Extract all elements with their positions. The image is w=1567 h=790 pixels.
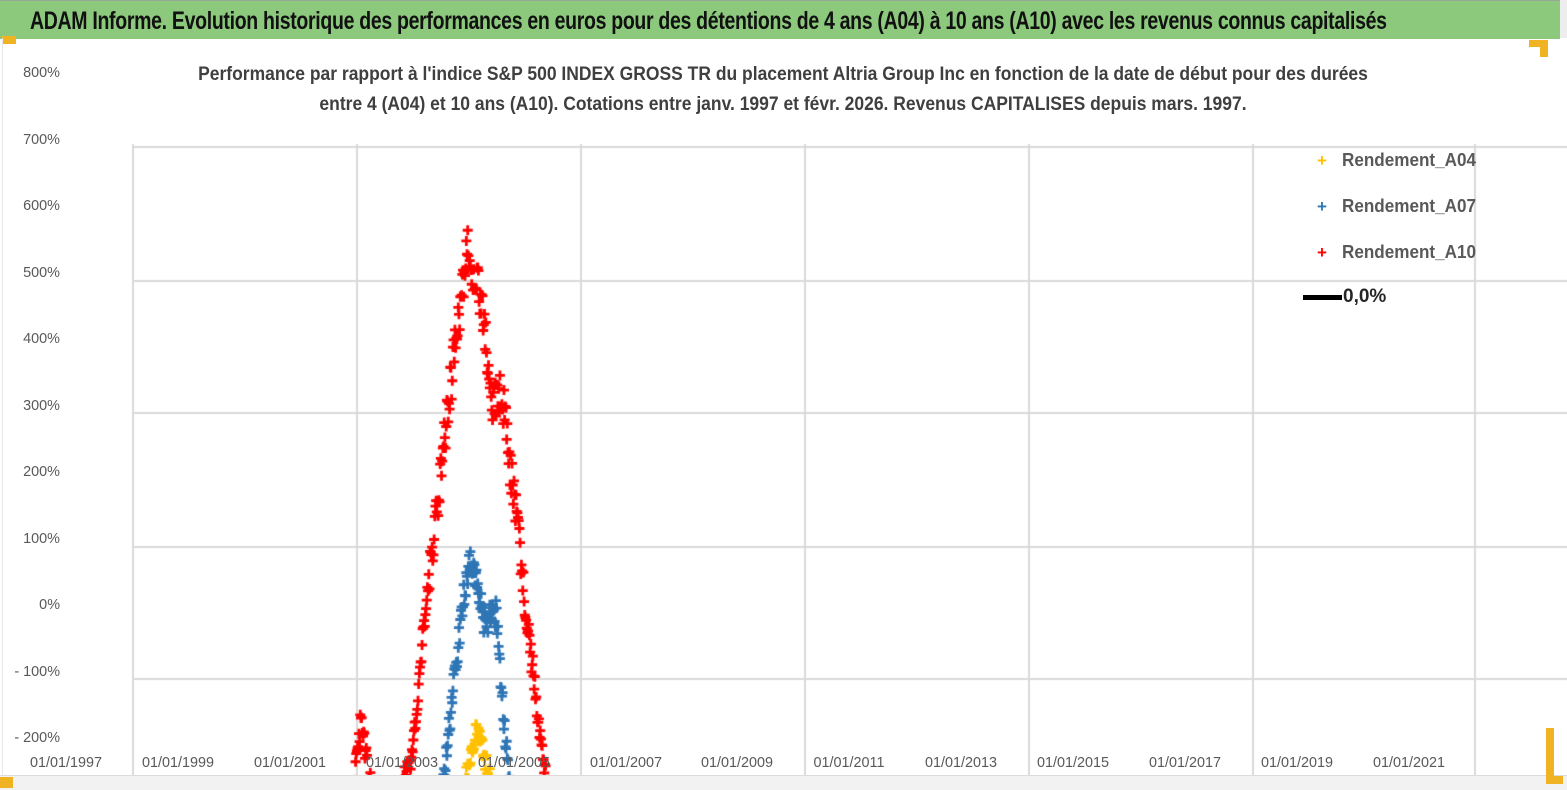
- x-tick-label: 01/01/2019: [1260, 754, 1333, 771]
- y-tick-label: 200%: [23, 463, 60, 480]
- x-tick-label: 01/01/2009: [701, 754, 774, 771]
- accent-mark-top-right-v: [1540, 40, 1548, 57]
- header-title: ADAM Informe. Evolution historique des p…: [30, 7, 1387, 35]
- x-tick-label: 01/01/2007: [589, 754, 662, 771]
- left-edge-line: [2, 38, 3, 775]
- legend-item-rendement-a04[interactable]: + Rendement_A04: [1297, 145, 1483, 175]
- x-tick-label: 01/01/2001: [253, 754, 326, 771]
- y-tick-label: 100%: [23, 529, 60, 547]
- plus-marker-icon: +: [1317, 150, 1327, 170]
- chart-legend: + Rendement_A04 + Rendement_A07 + Rendem…: [1297, 138, 1543, 318]
- x-tick-label: 01/01/2003: [365, 754, 438, 771]
- legend-label: Rendement_A10: [1342, 241, 1476, 262]
- chart-title: Performance par rapport à l'indice S&P 5…: [123, 60, 1442, 120]
- y-tick-label: 0%: [39, 596, 60, 613]
- legend-label: Rendement_A07: [1342, 195, 1476, 216]
- x-tick-label: 01/01/2021: [1372, 754, 1445, 771]
- accent-mark-bottom-left: [0, 777, 13, 788]
- plus-marker-icon: +: [1317, 242, 1327, 262]
- header-right-gap: [1560, 0, 1567, 38]
- y-tick-label: 500%: [23, 263, 60, 281]
- accent-mark-bottom-right-v: [1546, 728, 1554, 784]
- x-tick-label: 01/01/2017: [1148, 754, 1222, 771]
- y-tick-label: 400%: [23, 330, 60, 347]
- legend-item-rendement-a07[interactable]: + Rendement_A07: [1297, 191, 1483, 221]
- header-bar: ADAM Informe. Evolution historique des p…: [0, 0, 1560, 39]
- y-tick-label: 300%: [23, 396, 60, 414]
- legend-label: 0,0%: [1343, 286, 1387, 307]
- x-tick-label: 01/01/2015: [1037, 754, 1110, 771]
- accent-mark-bottom-right-h: [1546, 776, 1563, 784]
- legend-item-rendement-a10[interactable]: + Rendement_A10: [1297, 237, 1483, 267]
- zero-line-swatch: [1303, 294, 1342, 300]
- bottom-strip: [0, 775, 1567, 790]
- y-tick-label: 800%: [23, 64, 60, 81]
- x-tick-label: 01/01/2013: [925, 754, 998, 771]
- x-tick-label: 01/01/1997: [29, 754, 103, 771]
- chart-title-line2: entre 4 (A04) et 10 ans (A10). Cotations…: [319, 94, 1247, 115]
- y-tick-label: 700%: [23, 130, 60, 148]
- x-tick-label: 01/01/1999: [141, 754, 214, 771]
- legend-item-zero-line[interactable]: 0,0%: [1297, 282, 1386, 312]
- y-tick-label: 600%: [23, 197, 60, 214]
- plus-marker-icon: +: [1317, 196, 1327, 216]
- chart-title-line1: Performance par rapport à l'indice S&P 5…: [198, 64, 1368, 85]
- accent-mark-top-right-h: [1529, 40, 1548, 47]
- x-tick-label: 01/01/2011: [813, 754, 885, 771]
- x-tick-label: 01/01/2005: [477, 754, 550, 771]
- y-tick-label: - 200%: [14, 729, 60, 746]
- accent-mark-top-left: [2, 36, 16, 44]
- legend-label: Rendement_A04: [1342, 149, 1476, 170]
- y-tick-label: - 100%: [14, 662, 60, 680]
